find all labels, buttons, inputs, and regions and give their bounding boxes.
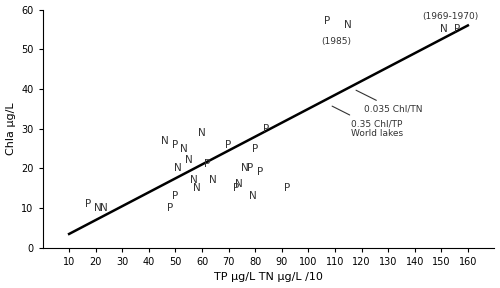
Text: (1985): (1985) <box>322 37 352 46</box>
Text: N: N <box>236 179 243 189</box>
Text: N: N <box>240 163 248 173</box>
Text: P: P <box>246 163 253 173</box>
Text: 0.035 Chl/TN: 0.035 Chl/TN <box>356 90 422 113</box>
Text: N: N <box>161 136 168 146</box>
Text: P: P <box>258 167 264 177</box>
Text: N: N <box>248 191 256 201</box>
Text: N: N <box>190 175 198 185</box>
Text: N: N <box>185 156 192 166</box>
Text: P: P <box>226 140 232 149</box>
Text: P: P <box>234 183 239 193</box>
X-axis label: TP μg/L TN μg/L /10: TP μg/L TN μg/L /10 <box>214 272 323 283</box>
Text: P: P <box>172 140 178 149</box>
Text: N: N <box>94 203 102 213</box>
Text: P: P <box>324 16 330 26</box>
Text: P: P <box>167 203 173 213</box>
Text: P: P <box>284 183 290 193</box>
Text: P: P <box>262 124 269 134</box>
Text: N: N <box>344 20 352 31</box>
Text: N: N <box>198 128 206 138</box>
Text: N: N <box>209 175 216 185</box>
Text: P: P <box>172 191 178 201</box>
Text: N: N <box>174 163 182 173</box>
Text: N: N <box>180 143 188 154</box>
Text: N: N <box>100 203 108 213</box>
Text: 0.35 Chl/TP
World lakes: 0.35 Chl/TP World lakes <box>332 106 403 139</box>
Text: P: P <box>454 24 460 34</box>
Text: N: N <box>193 183 200 193</box>
Y-axis label: Chla μg/L: Chla μg/L <box>6 103 16 155</box>
Text: P: P <box>204 160 210 169</box>
Text: (1969-1970): (1969-1970) <box>422 12 479 20</box>
Text: P: P <box>252 143 258 154</box>
Text: P: P <box>84 199 91 209</box>
Text: N: N <box>440 24 448 34</box>
